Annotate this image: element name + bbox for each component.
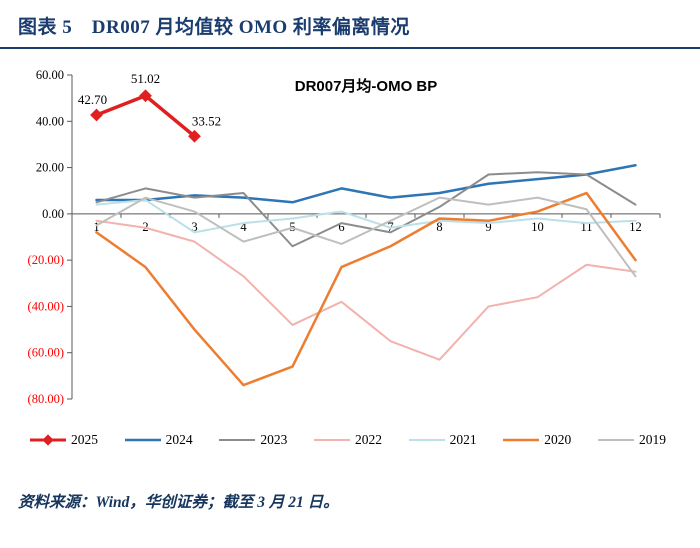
legend-item-2021: 2021 [408,432,477,448]
svg-text:42.70: 42.70 [78,92,107,107]
legend-swatch-2020 [503,438,540,442]
legend-item-2020: 2020 [503,432,571,448]
svg-text:60.00: 60.00 [36,68,64,82]
line-chart: 60.00 40.00 20.00 0.00 (20.00) (40.00) (60.00)… [28,68,661,406]
legend-item-2025: 2025 [30,432,98,448]
svg-text:10: 10 [531,220,544,234]
legend-label-2024: 2024 [165,432,193,447]
figure-header: 图表 5 DR007 月均值较 OMO 利率偏离情况 [0,0,700,49]
legend-item-2022: 2022 [313,432,382,448]
svg-text:(60.00): (60.00) [28,346,64,360]
legend-item-2019: 2019 [597,432,666,448]
svg-text:(20.00): (20.00) [28,253,64,267]
legend-swatch-2025 [30,434,66,446]
legend-label-2022: 2022 [354,432,382,447]
legend-label-2025: 2025 [71,432,98,447]
legend-label-2023: 2023 [260,432,288,447]
source-note: 资料来源：Wind，华创证券；截至 3 月 21 日。 [18,494,339,511]
svg-text:51.02: 51.02 [131,71,160,86]
svg-text:1: 1 [93,220,99,234]
svg-text:12: 12 [629,220,642,234]
legend-swatch-2024 [124,438,161,442]
legend-label-2019: 2019 [638,432,666,447]
legend-swatch-2023 [219,439,256,441]
svg-text:40.00: 40.00 [36,114,64,128]
svg-text:3: 3 [191,220,197,234]
svg-text:33.52: 33.52 [192,113,221,128]
legend-swatch-2019 [597,439,634,441]
legend-label-2020: 2020 [544,432,572,447]
svg-text:0.00: 0.00 [42,207,64,221]
legend-swatch-2022 [313,439,350,441]
svg-text:8: 8 [436,220,442,234]
legend-swatch-2021 [408,439,445,441]
chart-legend: 2025 2024 2023 2022 2021 2020 2019 [30,432,666,448]
legend-item-2024: 2024 [124,432,193,448]
svg-text:(80.00): (80.00) [28,392,64,406]
legend-item-2023: 2023 [219,432,287,448]
svg-text:20.00: 20.00 [36,161,64,175]
svg-text:DR007月均-OMO BP: DR007月均-OMO BP [295,77,438,95]
figure-title: 图表 5 DR007 月均值较 OMO 利率偏离情况 [18,17,410,38]
svg-text:6: 6 [338,220,344,234]
legend-label-2021: 2021 [449,432,477,447]
chart-area: 60.00 40.00 20.00 0.00 (20.00) (40.00) (60.00)… [14,65,700,422]
svg-text:4: 4 [240,220,247,234]
svg-text:9: 9 [485,220,491,234]
svg-text:(40.00): (40.00) [28,299,64,313]
